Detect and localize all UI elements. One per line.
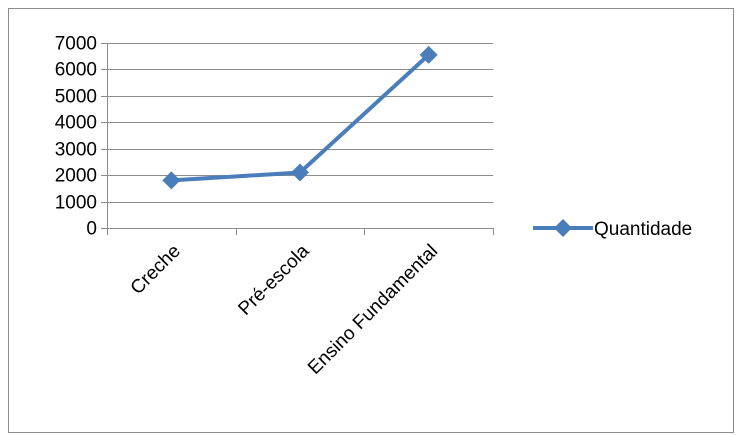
x-tick-label: Creche xyxy=(127,241,185,299)
x-tick-label: Ensino Fundamental xyxy=(304,241,442,379)
data-point-marker xyxy=(419,45,438,64)
series-line xyxy=(171,53,431,183)
y-tick-label: 7000 xyxy=(55,34,97,55)
y-tick-label: 2000 xyxy=(55,166,97,187)
data-point-marker xyxy=(162,171,181,190)
y-tick-label: 4000 xyxy=(55,113,97,134)
axes xyxy=(101,43,494,235)
x-tick-label: Pré-escola xyxy=(234,240,313,319)
series-layer xyxy=(162,45,438,190)
y-tick-label: 5000 xyxy=(55,87,97,108)
legend-entry-label: Quantidade xyxy=(594,219,692,240)
legend-swatch-diamond-marker xyxy=(554,219,572,237)
legend: Quantidade xyxy=(533,219,692,240)
y-tick-label: 6000 xyxy=(55,60,97,81)
chart-frame xyxy=(8,8,734,433)
y-tick-label: 0 xyxy=(86,219,97,240)
y-tick-label: 1000 xyxy=(55,193,97,214)
y-axis-tick-labels: 0 1000 2000 3000 4000 5000 6000 7000 xyxy=(55,34,97,240)
y-tick-label: 3000 xyxy=(55,140,97,161)
data-point-marker xyxy=(291,163,309,182)
